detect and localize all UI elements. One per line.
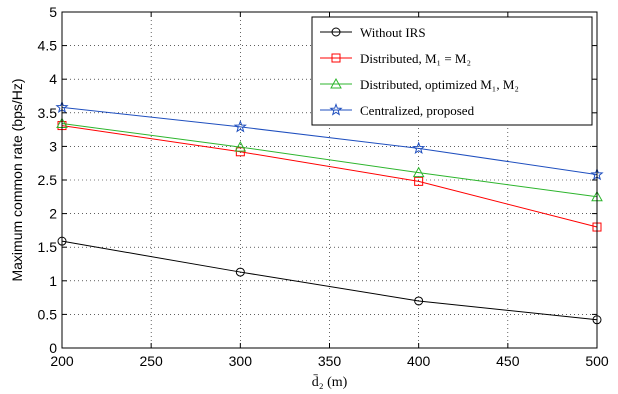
series-3 — [56, 117, 603, 202]
x-tick-label: 400 — [407, 353, 431, 369]
x-tick-label: 500 — [585, 353, 609, 369]
legend-item: Distributed, M₁ = M₂ — [320, 51, 471, 66]
x-tick-label: 300 — [229, 353, 253, 369]
y-tick-label: 0.5 — [38, 306, 58, 322]
x-tick-label: 450 — [496, 353, 520, 369]
y-tick-label: 0 — [49, 340, 57, 356]
marker-square — [331, 53, 341, 63]
series-line — [61, 106, 598, 176]
marker-circle — [414, 296, 424, 306]
legend-item: Without IRS — [320, 25, 426, 40]
marker-star — [412, 141, 426, 155]
legend-label: Distributed, M₁ = M₂ — [360, 51, 471, 66]
legend: Without IRS Distributed, M₁ = M₂ Distribut… — [311, 16, 593, 126]
marker-triangle — [234, 141, 247, 152]
marker-star — [233, 119, 247, 133]
y-tick-label: 3.5 — [38, 105, 58, 121]
marker-circle — [235, 267, 245, 277]
series-line — [61, 240, 598, 321]
y-tick-label: 2.5 — [38, 172, 58, 188]
y-tick-label: 4.5 — [38, 38, 58, 54]
y-axis-label: Maximum common rate (bps/Hz) — [9, 78, 25, 281]
marker-triangle — [330, 77, 342, 89]
x-axis-label: d̄₂ (m) — [312, 374, 348, 390]
y-tick-label: 4 — [49, 71, 57, 87]
marker-star — [329, 103, 343, 116]
marker-circle — [331, 27, 341, 37]
marker-square — [414, 176, 424, 186]
y-tick-label: 3 — [49, 138, 57, 154]
legend-item: Distributed, optimized M₁, M₂ — [320, 77, 519, 92]
x-tick-label: 200 — [50, 353, 74, 369]
legend-item: Centralized, proposed — [320, 103, 475, 118]
series-line — [61, 125, 598, 228]
y-tick-label: 1 — [49, 273, 57, 289]
y-tick-label: 1.5 — [38, 239, 58, 255]
y-tick-label: 2 — [49, 206, 57, 222]
y-tick-label: 5 — [49, 4, 57, 20]
ticks: 200 250 300 350 400 450 500 0 0.5 1 1.5 2 2.5 3 3.5 4 4.… — [38, 4, 609, 369]
x-tick-label: 250 — [139, 353, 163, 369]
x-tick-label: 350 — [318, 353, 342, 369]
legend-box — [311, 16, 593, 126]
legend-label: Distributed, optimized M₁, M₂ — [360, 77, 519, 92]
series-line — [61, 123, 598, 198]
legend-label: Centralized, proposed — [360, 103, 475, 118]
marker-square — [235, 147, 245, 157]
marker-triangle — [412, 166, 425, 178]
legend-label: Without IRS — [360, 25, 426, 40]
